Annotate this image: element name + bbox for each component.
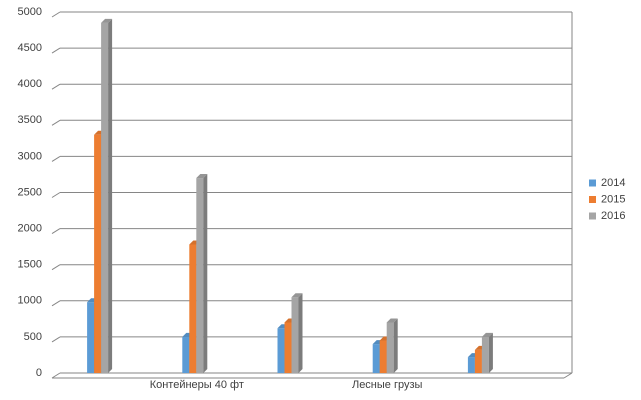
bar-front: [379, 340, 387, 373]
bar: [481, 332, 493, 373]
grid-wall-line: [51, 300, 61, 307]
legend-swatch: [589, 179, 596, 187]
grid-wall-line: [51, 192, 61, 198]
bar-side: [108, 18, 113, 374]
legend-label: 2016: [601, 210, 625, 222]
grid-wall-line: [51, 47, 61, 54]
bar-front: [94, 134, 102, 373]
legend-label: 2014: [601, 177, 625, 189]
y-tick-label: 1000: [18, 295, 42, 307]
bar-front: [101, 22, 109, 374]
bar-front: [196, 178, 204, 373]
bar-top: [101, 18, 113, 23]
bar-top: [386, 318, 398, 323]
y-tick-label: 500: [24, 331, 42, 343]
bar-front: [474, 349, 482, 373]
bar-side: [488, 332, 493, 373]
grid-wall-line: [51, 336, 61, 343]
y-tick-label: 4500: [18, 42, 42, 54]
grid-wall-line: [51, 372, 61, 379]
x-tick-label: Контейнеры 40 фт: [150, 379, 244, 391]
bar-side: [393, 318, 398, 373]
bar-front: [189, 244, 197, 373]
legend-swatch: [589, 196, 596, 203]
grid-wall-line: [51, 119, 61, 126]
bar-front: [291, 297, 299, 373]
x-tick-label: Лесные грузы: [352, 379, 423, 391]
bar-front: [481, 336, 489, 373]
legend-swatch: [589, 212, 596, 220]
bar: [196, 174, 208, 373]
bar-front: [386, 322, 394, 373]
bar-side: [203, 174, 208, 373]
bar-front: [277, 328, 285, 373]
y-tick-label: 2000: [18, 223, 42, 235]
y-tick-label: 1500: [18, 259, 42, 271]
bar-top: [481, 332, 493, 337]
bar-side: [298, 293, 303, 373]
grid-wall-line: [51, 228, 61, 235]
y-tick-label: 5000: [18, 6, 42, 18]
y-tick-label: 3000: [18, 150, 42, 162]
bar-top: [291, 293, 303, 298]
grid-wall-line: [51, 264, 61, 271]
y-tick-label: 2500: [18, 186, 42, 198]
floor-right: [563, 372, 573, 379]
legend-label: 2015: [601, 193, 625, 205]
bar-front: [182, 336, 190, 373]
bar: [291, 293, 303, 373]
grid-wall-line: [51, 83, 61, 90]
bar: [386, 318, 398, 373]
y-tick-label: 4000: [18, 78, 42, 90]
bar: [101, 18, 113, 374]
bar-front: [372, 344, 380, 373]
grid-wall-line: [51, 11, 61, 18]
bar-front: [87, 302, 95, 373]
bar-top: [196, 174, 208, 179]
bar-front: [284, 322, 292, 373]
grid-wall-line: [51, 155, 61, 162]
y-tick-label: 0: [36, 367, 42, 379]
bar-front: [467, 357, 475, 373]
y-tick-label: 3500: [18, 114, 42, 126]
